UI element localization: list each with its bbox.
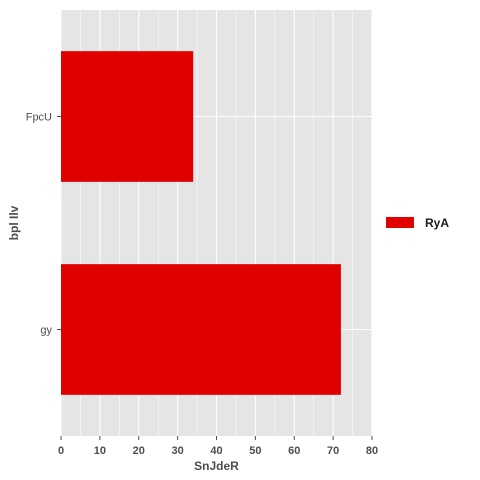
bar-gy (61, 264, 341, 395)
x-axis-title: SnJdeR (194, 459, 239, 473)
x-tick-label: 20 (133, 445, 145, 457)
x-axis-ticks: 0 10 20 30 40 50 60 70 80 (58, 436, 378, 457)
legend-key-ryA (386, 217, 414, 228)
y-axis-ticks: gy FpcU (26, 112, 61, 337)
x-tick-label: 50 (249, 445, 261, 457)
y-tick-label: FpcU (26, 112, 52, 124)
y-tick-label: gy (40, 325, 52, 337)
x-tick-label: 40 (210, 445, 222, 457)
bar-FpcU (61, 51, 194, 182)
x-tick-label: 0 (58, 445, 64, 457)
x-tick-label: 80 (366, 445, 378, 457)
x-tick-label: 70 (327, 445, 339, 457)
x-tick-label: 60 (288, 445, 300, 457)
legend: RyA (386, 216, 449, 230)
bars (61, 51, 341, 395)
x-tick-label: 30 (172, 445, 184, 457)
x-tick-label: 10 (94, 445, 106, 457)
legend-label: RyA (425, 216, 449, 230)
y-axis-title: bpl Ilv (7, 205, 21, 240)
